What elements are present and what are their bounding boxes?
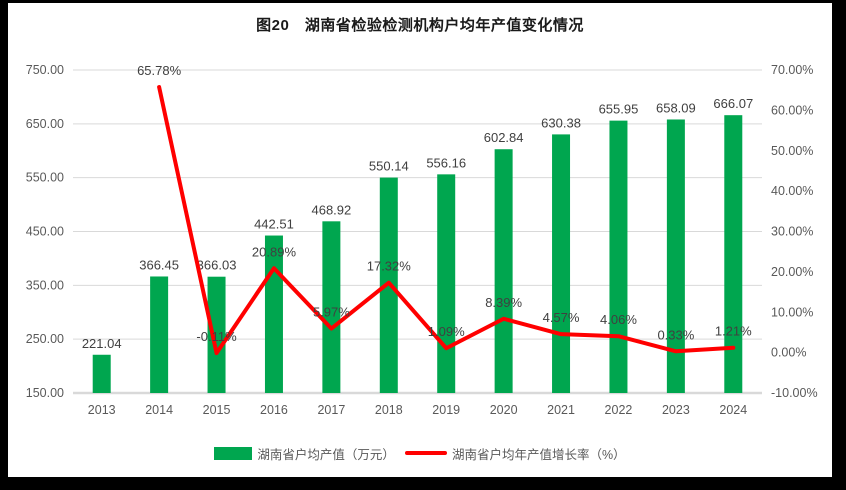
bar-2021 [552, 134, 571, 393]
right-axis-label: 70.00% [771, 63, 813, 77]
left-axis-label: 550.00 [26, 171, 64, 185]
growth-line [157, 85, 736, 356]
right-axis-label: 30.00% [771, 225, 813, 239]
line-value-label: 8.39% [485, 295, 522, 310]
left-axis-label: 150.00 [26, 386, 64, 400]
bar-2014 [150, 276, 169, 393]
bar-value-label: 221.04 [82, 336, 122, 351]
legend-label-bar-series: 湖南省户均产值（万元） [257, 447, 395, 462]
legend-item-bar-series: 湖南省户均产值（万元） [214, 444, 395, 463]
bar-value-label: 550.14 [369, 159, 409, 174]
bar-value-label: 630.38 [541, 115, 581, 130]
bar-value-label: 442.51 [254, 217, 294, 232]
bar-2019 [437, 174, 456, 393]
bar-2022 [609, 120, 628, 393]
chart-area: 图20 湖南省检验检测机构户均年产值变化情况 750.00 650.00 550.0… [8, 3, 832, 477]
x-axis-label: 2018 [375, 403, 403, 417]
x-axis-label: 2016 [260, 403, 288, 417]
right-axis-label: 40.00% [771, 184, 813, 198]
line-value-label: 1.09% [428, 324, 465, 339]
line-value-label: -0.11% [196, 329, 237, 344]
chart-legend: 湖南省户均产值（万元） 湖南省户均年产值增长率（%） [8, 442, 832, 464]
x-axis-label: 2023 [662, 403, 690, 417]
line-series-swatch-icon [404, 451, 447, 455]
right-axis-label: -10.00% [771, 386, 818, 400]
bar-value-label: 366.03 [197, 258, 237, 273]
x-axis-label: 2015 [203, 403, 231, 417]
line-value-label: 0.33% [657, 327, 694, 342]
bar-value-label: 556.16 [426, 155, 466, 170]
x-axis-label: 2021 [547, 403, 575, 417]
line-value-label: 4.57% [543, 310, 580, 325]
bar-value-label: 602.84 [484, 130, 524, 145]
bar-value-label: 655.95 [599, 102, 639, 117]
right-axis-label: 50.00% [771, 144, 813, 158]
x-axis-label: 2013 [88, 403, 116, 417]
x-axis-label: 2022 [605, 403, 633, 417]
left-axis-label: 450.00 [26, 225, 64, 239]
left-axis-label: 750.00 [26, 63, 64, 77]
bar-value-label: 468.92 [311, 202, 351, 217]
line-value-label: 17.32% [367, 259, 412, 274]
bar-2023 [666, 119, 685, 394]
bar-value-label: 366.45 [139, 257, 179, 272]
x-axis-label: 2019 [432, 403, 460, 417]
chart-title: 图20 湖南省检验检测机构户均年产值变化情况 [256, 17, 584, 34]
right-axis-label: 10.00% [771, 305, 813, 319]
left-axis-label: 350.00 [26, 278, 64, 292]
line-value-label: 4.06% [600, 312, 637, 327]
left-axis-label: 650.00 [26, 117, 64, 131]
right-axis-label: 0.00% [771, 346, 806, 360]
bar-2020 [494, 149, 513, 393]
legend-item-line-series: 湖南省户均年产值增长率（%） [404, 444, 626, 463]
bar-2017 [322, 221, 341, 393]
x-axis-label: 2017 [317, 403, 345, 417]
bar-value-label: 666.07 [713, 96, 753, 111]
x-axis-label: 2024 [719, 403, 747, 417]
right-axis-label: 60.00% [771, 103, 813, 117]
chart-canvas: 750.00 650.00 550.00 450.00 350.00 250.00 150.… [26, 63, 818, 417]
right-axis-label: 20.00% [771, 265, 813, 279]
x-axis-label: 2020 [490, 403, 518, 417]
line-value-label: 5.97% [313, 305, 350, 320]
bar-2013 [92, 354, 111, 393]
bar-value-label: 658.09 [656, 100, 696, 115]
line-value-label: 20.89% [252, 244, 297, 259]
x-axis-label: 2014 [145, 403, 173, 417]
bar-2015 [207, 276, 226, 393]
bar-series-swatch-icon [214, 446, 253, 460]
legend-label-line-series: 湖南省户均年产值增长率（%） [451, 447, 626, 462]
line-value-label: 1.21% [715, 324, 752, 339]
left-axis-label: 250.00 [26, 332, 64, 346]
line-value-label: 65.78% [137, 63, 182, 78]
bar-2024 [724, 115, 743, 394]
